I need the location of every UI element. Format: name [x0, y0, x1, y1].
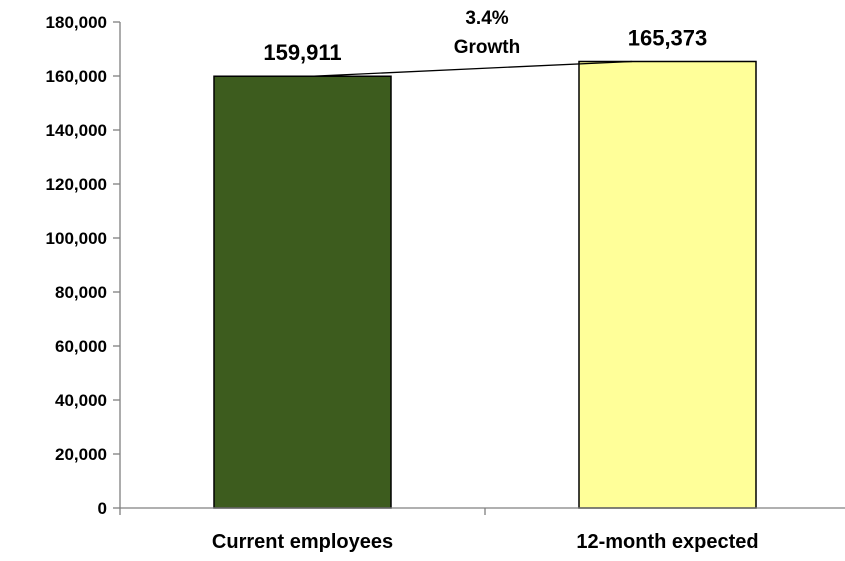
y-tick-label: 100,000: [46, 229, 107, 248]
y-tick-label: 40,000: [55, 391, 107, 410]
y-tick-label: 60,000: [55, 337, 107, 356]
y-tick-label: 0: [98, 499, 107, 518]
category-label: Current employees: [212, 531, 393, 553]
y-tick-label: 140,000: [46, 121, 107, 140]
growth-annotation-text: Growth: [454, 37, 521, 58]
data-labels: 159,911 165,373: [263, 25, 707, 65]
bar-2: [578, 60, 757, 509]
bar-value-label: 165,373: [628, 25, 708, 50]
category-label: 12-month expected: [576, 531, 758, 553]
bar-value-label: 159,911: [263, 40, 341, 65]
y-tick-label: 20,000: [55, 445, 107, 464]
y-tick-label: 180,000: [46, 13, 107, 32]
y-axis-ticks: 0 20,000 40,000 60,000 80,000 100,000 120,000 1…: [46, 13, 120, 518]
y-tick-label: 160,000: [46, 67, 107, 86]
growth-connector-line: [311, 60, 633, 77]
bars: [213, 60, 757, 509]
y-tick-label: 80,000: [55, 283, 107, 302]
x-axis-ticks: [119, 508, 486, 515]
growth-annotation-percent: 3.4%: [465, 8, 508, 29]
bar-1: [213, 75, 392, 509]
category-labels: Current employees 12-month expected: [212, 531, 759, 553]
y-tick-label: 120,000: [46, 175, 107, 194]
